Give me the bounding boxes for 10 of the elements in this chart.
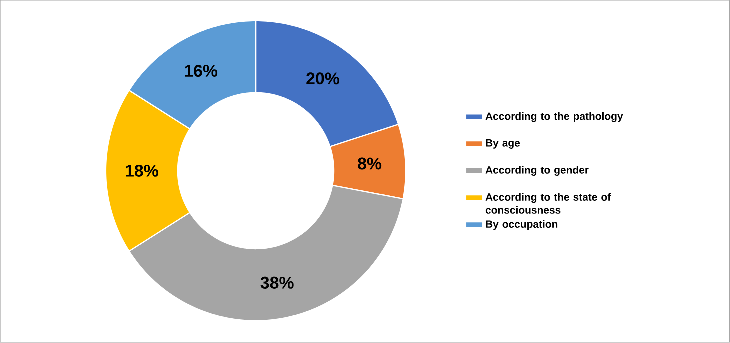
data-label: 18% (126, 164, 158, 177)
legend-label: According to the state of consciousness (486, 193, 612, 214)
data-label: 38% (260, 276, 294, 290)
data-label: 16% (185, 65, 218, 78)
data-label: 8% (358, 158, 382, 170)
data-label: 20% (306, 72, 340, 85)
legend-label: According to the pathology (486, 112, 624, 122)
legend-label: By age (486, 140, 520, 149)
legend-label: According to gender (486, 166, 589, 176)
legend-label: By occupation (486, 220, 558, 230)
